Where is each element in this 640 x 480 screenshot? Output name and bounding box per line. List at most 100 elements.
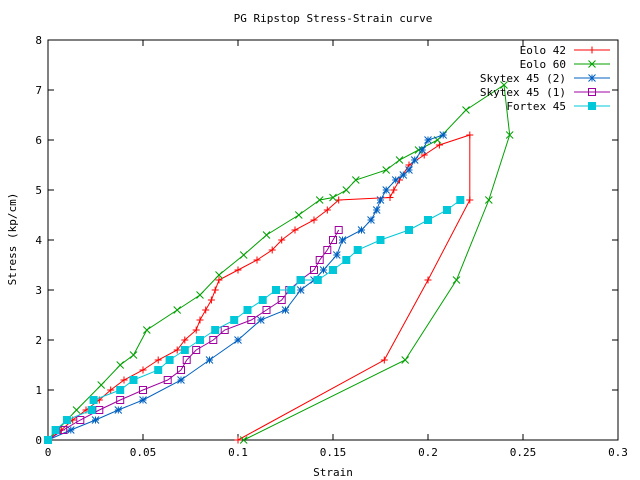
data-point [456,196,465,204]
data-point [443,206,451,214]
data-point [332,251,341,259]
y-tick-label: 4 [35,234,42,247]
data-point [296,286,305,294]
series-1 [44,131,474,444]
data-point [376,196,385,204]
data-point [410,156,419,164]
data-point [202,306,210,314]
data-point [505,131,514,139]
data-point [180,346,189,354]
legend-marker [588,46,596,54]
y-tick-label: 1 [35,384,42,397]
data-point [357,226,366,234]
legend-label: Fortex 45 [506,100,566,113]
data-point [296,276,305,284]
x-tick-label: 0.05 [130,446,157,459]
data-point [234,266,242,274]
data-point [154,356,162,364]
data-point [177,366,185,374]
data-point [243,306,252,314]
data-point [262,231,271,239]
data-point [268,246,276,254]
legend-label: Skytex 45 (1) [480,86,566,99]
data-point [181,336,189,344]
data-point [230,316,239,324]
data-point [253,256,261,264]
data-point [196,316,204,324]
data-point [211,286,219,294]
data-point [142,326,151,334]
data-point [215,271,223,279]
data-point [247,316,256,324]
data-point [196,291,204,299]
series-5 [44,196,465,444]
data-point [196,336,204,344]
data-point [353,246,362,254]
data-point [139,386,147,394]
data-point [351,176,360,184]
y-tick-label: 0 [35,434,42,447]
data-point [95,406,104,414]
series-line [47,229,340,441]
data-point [234,436,242,444]
data-point [116,386,125,394]
data-point [182,356,191,364]
data-point [424,216,432,224]
data-point [342,256,351,264]
data-point [382,166,391,174]
legend-marker [588,88,596,96]
axes: 0 0.05 0.1 0.15 0.2 0.25 0.3 0 1 2 3 4 5 6 7 8 [35,34,628,459]
data-point [435,141,443,149]
data-point [163,376,172,384]
data-point [401,356,410,364]
data-point [323,206,331,214]
data-point [418,146,427,154]
data-point [63,416,71,424]
x-tick-label: 0 [45,446,52,459]
x-tick-label: 0.25 [510,446,537,459]
data-point [466,131,474,139]
data-point [399,171,408,179]
data-point [484,196,493,204]
data-point [239,436,248,444]
data-point [173,306,182,314]
data-point [139,396,147,404]
x-tick-label: 0.2 [418,446,438,459]
data-point [313,276,322,284]
data-point [277,296,286,304]
chart-title: PG Ripstop Stress-Strain curve [234,12,433,25]
data-point [294,211,303,219]
data-point [310,216,318,224]
data-point [262,306,271,314]
data-point [72,406,81,414]
data-point [395,156,404,164]
legend-marker [588,60,596,68]
series-3 [44,131,448,444]
data-point [323,246,332,254]
data-point [278,236,286,244]
data-point [165,356,174,364]
data-point [424,276,432,284]
data-point [335,196,343,204]
data-point [220,326,229,334]
data-point [382,186,391,194]
x-tick-label: 0.3 [608,446,628,459]
data-point [334,226,343,234]
series-line [47,199,461,441]
y-tick-label: 6 [35,134,42,147]
data-point [386,194,394,201]
data-point [405,226,413,234]
legend-marker [588,74,596,82]
data-point [405,166,413,174]
data-point [154,366,163,374]
data-point [291,226,299,234]
data-point [256,316,265,324]
y-tick-label: 2 [35,334,42,347]
series-group [44,81,514,444]
legend-marker [588,102,596,110]
data-point [466,196,474,204]
x-axis-label: Strain [313,466,353,479]
data-point [452,276,461,284]
